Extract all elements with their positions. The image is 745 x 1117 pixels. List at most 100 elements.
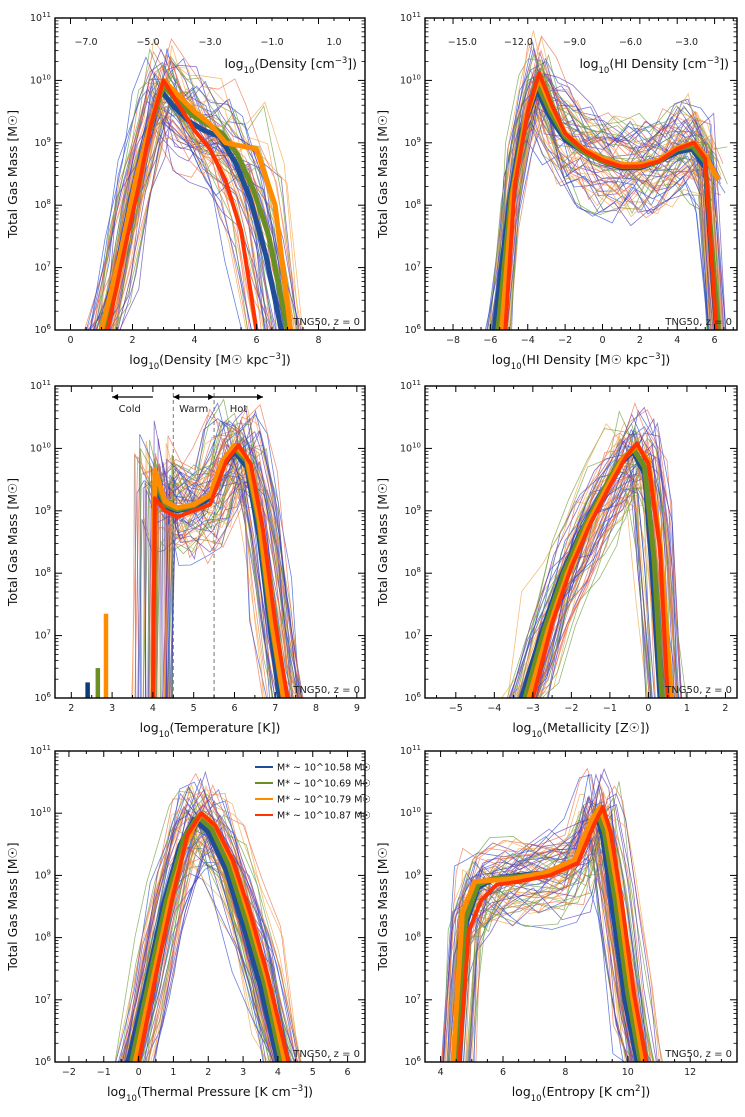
galaxy-curve [164, 464, 303, 698]
galaxy-curve [471, 819, 660, 1062]
y-tick-label: 106 [404, 1055, 421, 1068]
axes-frame [424, 17, 738, 331]
top-tick-label: −5.0 [136, 37, 159, 48]
y-tick-label: 108 [404, 198, 421, 211]
y-axis-label: Total Gas Mass [M☉] [5, 110, 20, 239]
y-tick-label: 106 [34, 323, 51, 336]
y-tick-label: 106 [34, 691, 51, 704]
galaxy-curve [498, 68, 709, 330]
y-tick-label: 109 [34, 868, 51, 881]
x-axis-label: log10(HI Density [M☉ kpc−3]) [492, 352, 671, 372]
y-axis-label: Total Gas Mass [M☉] [5, 478, 20, 607]
y-tick-label: 108 [34, 931, 51, 944]
y-tick-label: 107 [404, 261, 421, 274]
x-tick-label: 2 [637, 335, 643, 346]
top-tick-label: −3.0 [198, 37, 221, 48]
galaxy-curve [164, 471, 298, 698]
x-tick-label: 4 [150, 703, 156, 714]
x-tick-label: 7 [272, 703, 278, 714]
plot-area [114, 770, 302, 1062]
x-tick-label: 3 [240, 1067, 246, 1078]
x-tick-label: −2 [564, 703, 578, 714]
x-tick-label: −2 [62, 1067, 76, 1078]
x-tick-label: 12 [684, 1067, 696, 1078]
galaxy-curve [498, 126, 718, 330]
galaxy-curve [509, 100, 721, 330]
y-tick-label: 1011 [30, 11, 51, 24]
galaxy-curve [506, 112, 726, 330]
simulation-annotation: TNG50, z = 0 [292, 685, 360, 696]
phase-label: Warm [179, 404, 208, 415]
x-tick-label: 8 [562, 1067, 568, 1078]
x-axis-label: log10(Metallicity [Z☉]) [512, 720, 649, 740]
x-tick-label: −2 [558, 335, 572, 346]
x-tick-label: 2 [205, 1067, 211, 1078]
galaxy-curve [169, 480, 303, 698]
galaxy-curve [165, 430, 304, 698]
x-tick-label: 6 [345, 1067, 351, 1078]
y-tick-label: 109 [34, 136, 51, 149]
y-tick-label: 1010 [30, 806, 51, 819]
x-tick-label: 4 [275, 1067, 281, 1078]
median-curve-3 [450, 804, 646, 1062]
arrow-head [257, 394, 264, 400]
x-tick-label: 2 [68, 703, 74, 714]
y-axis-label: Total Gas Mass [M☉] [375, 842, 390, 971]
panel-metallicity: −5 −4 −3 −2 −1 0 1 2 106 107 108 109 1010 1011 log10(M… [375, 379, 738, 740]
y-tick-label: 106 [34, 1055, 51, 1068]
x-tick-label: −4 [487, 703, 501, 714]
median-curve-2 [129, 813, 284, 1062]
galaxy-curve [441, 805, 636, 1062]
x-tick-label: 5 [191, 703, 197, 714]
x-tick-label: 2 [722, 703, 728, 714]
plot-area [84, 37, 303, 330]
x-tick-label: −6 [483, 335, 497, 346]
galaxy-curve [518, 429, 661, 698]
phase-label: Hot [230, 404, 248, 415]
x-tick-label: 6 [500, 1067, 506, 1078]
top-axis-label: log10(Density [cm−3]) [225, 56, 358, 76]
y-axis-label: Total Gas Mass [M☉] [375, 110, 390, 239]
x-tick-label: 8 [315, 335, 321, 346]
galaxy-curve [113, 45, 265, 330]
panel-hi-density: −8 −6 −4 −2 0 2 4 6 106 107 108 109 1010 1011 log10(HI… [375, 11, 738, 372]
top-axis-label: log10(HI Density [cm−3]) [579, 56, 729, 76]
galaxy-curve [148, 784, 298, 1062]
galaxy-curve [498, 30, 710, 330]
y-tick-label: 107 [34, 261, 51, 274]
x-tick-label: 9 [354, 703, 360, 714]
galaxy-curve [152, 789, 300, 1062]
y-tick-label: 107 [34, 993, 51, 1006]
median-curve-3 [99, 77, 294, 330]
simulation-annotation: TNG50, z = 0 [292, 1049, 360, 1060]
x-tick-label: −8 [446, 335, 460, 346]
y-axis-label: Total Gas Mass [M☉] [375, 478, 390, 607]
axes-frame [424, 385, 738, 699]
galaxy-curve [166, 461, 293, 698]
galaxy-curve [497, 61, 710, 330]
galaxy-curve [452, 782, 644, 1062]
galaxy-curve [146, 793, 293, 1062]
x-axis-label: log10(Density [M☉ kpc−3]) [129, 352, 290, 372]
axes-frame [54, 750, 366, 1063]
y-tick-label: 106 [404, 323, 421, 336]
legend-label: M* ~ 10^10.58 M☉ [277, 763, 371, 774]
simulation-annotation: TNG50, z = 0 [664, 1049, 732, 1060]
plot-area [440, 767, 663, 1062]
y-tick-label: 1010 [400, 73, 421, 86]
galaxy-curve [154, 814, 299, 1062]
galaxy-curve [117, 96, 302, 330]
top-tick-label: 1.0 [326, 37, 341, 48]
y-tick-label: 108 [34, 198, 51, 211]
simulation-annotation: TNG50, z = 0 [664, 317, 732, 328]
top-tick-label: −12.0 [504, 37, 533, 48]
galaxy-curve [501, 457, 648, 698]
panel-temperature: 2 3 4 5 6 7 8 9 106 107 108 109 1010 1011 log10(Temper… [5, 379, 366, 740]
x-tick-label: 6 [253, 335, 259, 346]
top-tick-label: −15.0 [448, 37, 477, 48]
axes-frame [54, 385, 366, 699]
y-tick-label: 1011 [30, 744, 51, 757]
galaxy-curve [96, 111, 275, 330]
galaxy-curve [539, 477, 687, 698]
